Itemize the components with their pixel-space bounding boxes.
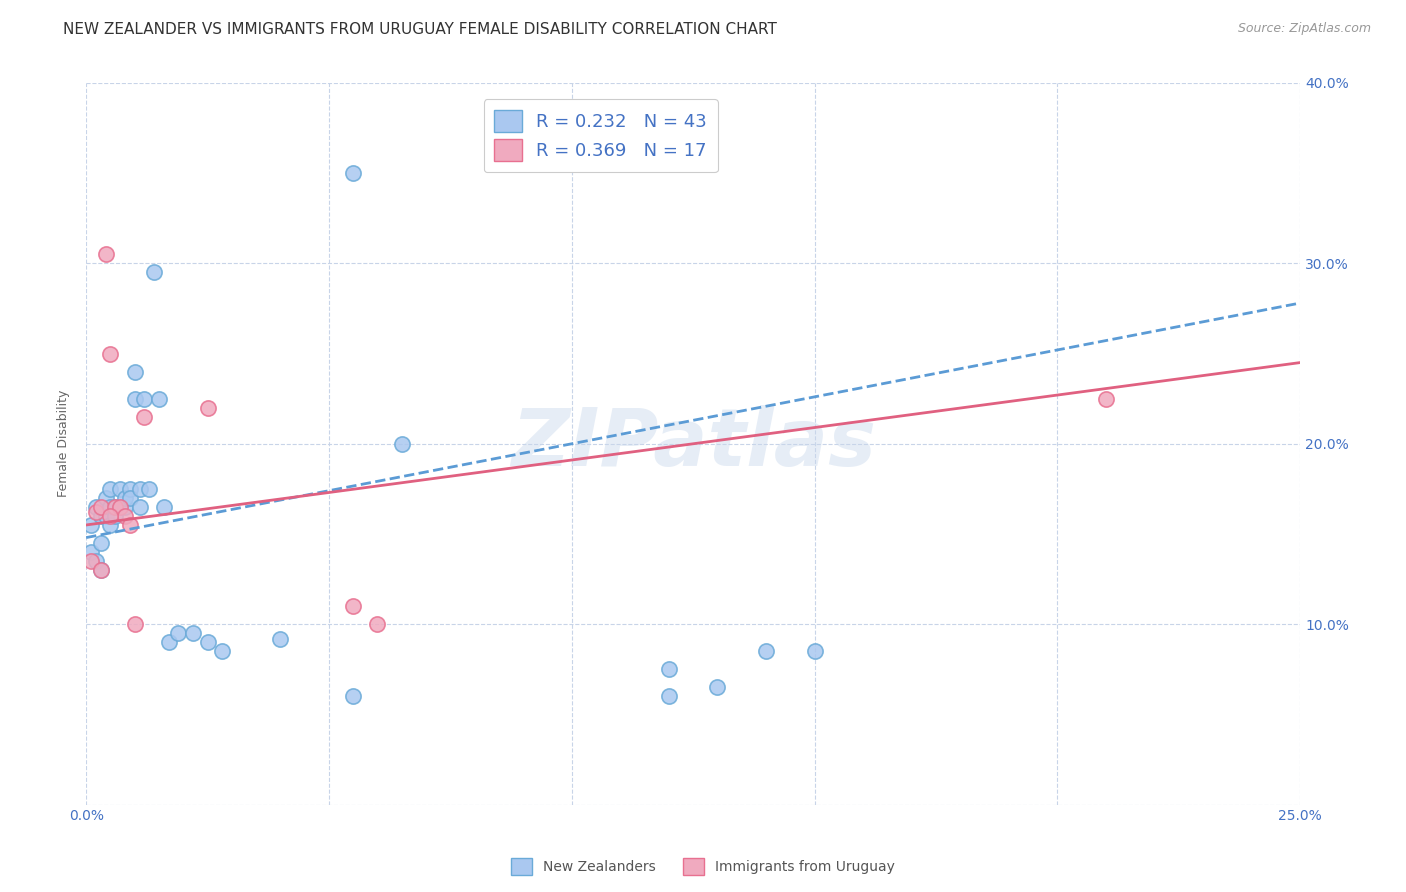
Point [803, 644, 825, 658]
Point [104, 500, 127, 514]
Point [114, 500, 136, 514]
Point [84, 505, 107, 519]
Point [755, 644, 778, 658]
Point [90, 563, 112, 577]
Point [80, 518, 103, 533]
Point [197, 401, 219, 415]
Point [706, 681, 728, 695]
Point [128, 500, 150, 514]
Text: ZIPatlas: ZIPatlas [510, 405, 876, 483]
Point [153, 500, 176, 514]
Text: Source: ZipAtlas.com: Source: ZipAtlas.com [1237, 22, 1371, 36]
Point [104, 500, 127, 514]
Point [269, 632, 291, 646]
Legend: New Zealanders, Immigrants from Uruguay: New Zealanders, Immigrants from Uruguay [505, 853, 901, 880]
Point [118, 491, 141, 505]
Point [148, 392, 170, 406]
Point [143, 265, 166, 279]
Point [118, 518, 141, 533]
Point [94, 247, 117, 261]
Point [114, 491, 136, 505]
Point [108, 482, 131, 496]
Point [118, 482, 141, 496]
Point [108, 500, 131, 514]
Point [80, 554, 103, 568]
Point [100, 346, 122, 360]
Point [100, 500, 122, 514]
Point [391, 437, 413, 451]
Point [658, 662, 681, 676]
Point [90, 508, 112, 523]
Point [181, 626, 204, 640]
Point [366, 617, 388, 632]
Point [167, 626, 190, 640]
Point [100, 508, 122, 523]
Point [342, 599, 364, 614]
Y-axis label: Female Disability: Female Disability [58, 390, 70, 498]
Point [124, 392, 146, 406]
Point [100, 518, 122, 533]
Point [157, 635, 180, 649]
Point [104, 508, 127, 523]
Point [211, 644, 233, 658]
Point [342, 690, 364, 704]
Point [84, 500, 107, 514]
Point [1095, 392, 1118, 406]
Point [124, 365, 146, 379]
Point [658, 690, 681, 704]
Point [138, 482, 160, 496]
Point [90, 563, 112, 577]
Legend: R = 0.232   N = 43, R = 0.369   N = 17: R = 0.232 N = 43, R = 0.369 N = 17 [484, 99, 717, 172]
Point [134, 392, 156, 406]
Point [342, 166, 364, 180]
Point [80, 545, 103, 559]
Point [114, 508, 136, 523]
Point [134, 409, 156, 424]
Text: NEW ZEALANDER VS IMMIGRANTS FROM URUGUAY FEMALE DISABILITY CORRELATION CHART: NEW ZEALANDER VS IMMIGRANTS FROM URUGUAY… [63, 22, 778, 37]
Point [94, 491, 117, 505]
Point [124, 617, 146, 632]
Point [128, 482, 150, 496]
Point [90, 536, 112, 550]
Point [90, 500, 112, 514]
Point [84, 554, 107, 568]
Point [94, 508, 117, 523]
Point [197, 635, 219, 649]
Point [100, 482, 122, 496]
Point [108, 500, 131, 514]
